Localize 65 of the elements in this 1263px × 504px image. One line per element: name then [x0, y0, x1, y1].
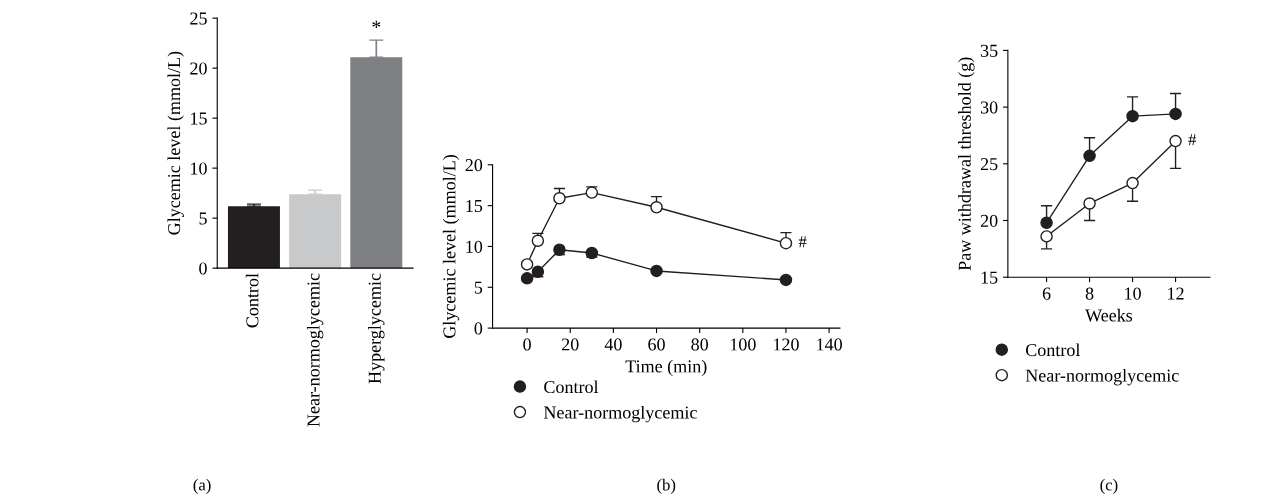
x-tick-label: 120 — [774, 338, 799, 351]
bar — [289, 194, 342, 269]
point — [1126, 176, 1139, 190]
y-axis-title: Glycemic level (mmol/L) — [442, 155, 460, 338]
y-tick-label: 15 — [981, 271, 998, 284]
point — [650, 201, 663, 214]
y-tick-label: 20 — [190, 62, 207, 75]
x-axis-title: Time (min) — [625, 359, 707, 377]
y-tick-label: 20 — [465, 159, 483, 172]
annotation: # — [1188, 134, 1197, 146]
point — [1040, 216, 1053, 230]
y-tick-label: 15 — [191, 112, 207, 125]
text: (c) — [1100, 478, 1118, 494]
x-tick-label: 140 — [817, 338, 842, 351]
x-tick-label: 10 — [1125, 287, 1141, 300]
bar — [227, 206, 280, 269]
point — [779, 273, 793, 287]
point — [585, 246, 599, 260]
y-tick-label: 25 — [980, 158, 998, 171]
x-tick-label: 100 — [730, 338, 756, 351]
point — [1169, 134, 1182, 148]
y-tick-label: 5 — [199, 212, 207, 225]
y-tick-label: 10 — [466, 240, 483, 253]
x-axis-title: Weeks — [1085, 308, 1133, 322]
point — [1169, 107, 1182, 121]
point — [531, 234, 545, 247]
x-tick-label: 40 — [604, 338, 622, 351]
legend-label: Control — [544, 380, 599, 394]
point — [553, 243, 566, 256]
point — [779, 236, 793, 250]
point — [1083, 197, 1096, 210]
x-tick-label: Hyperglycemic — [368, 273, 385, 384]
x-tick-label: 80 — [691, 338, 709, 351]
y-tick-label: 15 — [466, 199, 483, 213]
x-tick-label: 0 — [523, 338, 531, 351]
x-tick-label: 8 — [1085, 287, 1094, 300]
y-tick-label: 10 — [191, 162, 207, 175]
point — [1126, 109, 1139, 123]
point — [1040, 230, 1053, 243]
text: (b) — [657, 478, 676, 494]
text: (a) — [193, 478, 211, 494]
annotation: # — [798, 236, 807, 248]
annotation: * — [372, 20, 381, 28]
point — [553, 192, 566, 205]
y-axis-title: Glycemic level (mmol/L) — [167, 51, 184, 235]
y-tick-label: 0 — [199, 262, 207, 275]
bar — [350, 57, 403, 269]
x-tick-label: 20 — [562, 338, 579, 351]
y-tick-label: 30 — [980, 101, 998, 114]
point — [650, 264, 663, 278]
point — [1083, 149, 1096, 163]
x-tick-label: Control — [245, 273, 259, 328]
y-tick-label: 25 — [190, 12, 207, 25]
legend-label: Near-normoglycemic — [543, 405, 697, 423]
y-tick-label: 35 — [980, 44, 998, 57]
x-tick-label: Near-normoglycemic — [306, 273, 324, 427]
y-tick-label: 20 — [980, 214, 998, 227]
point — [520, 258, 534, 271]
point — [585, 186, 599, 199]
x-tick-label: 6 — [1042, 287, 1051, 300]
y-tick-label: 5 — [474, 281, 483, 294]
x-tick-label: 12 — [1168, 287, 1184, 300]
legend-label: Near-normoglycemic — [1025, 368, 1179, 386]
y-axis-title: Paw withdrawal threshold (g) — [958, 57, 975, 271]
x-tick-label: 60 — [648, 338, 665, 351]
